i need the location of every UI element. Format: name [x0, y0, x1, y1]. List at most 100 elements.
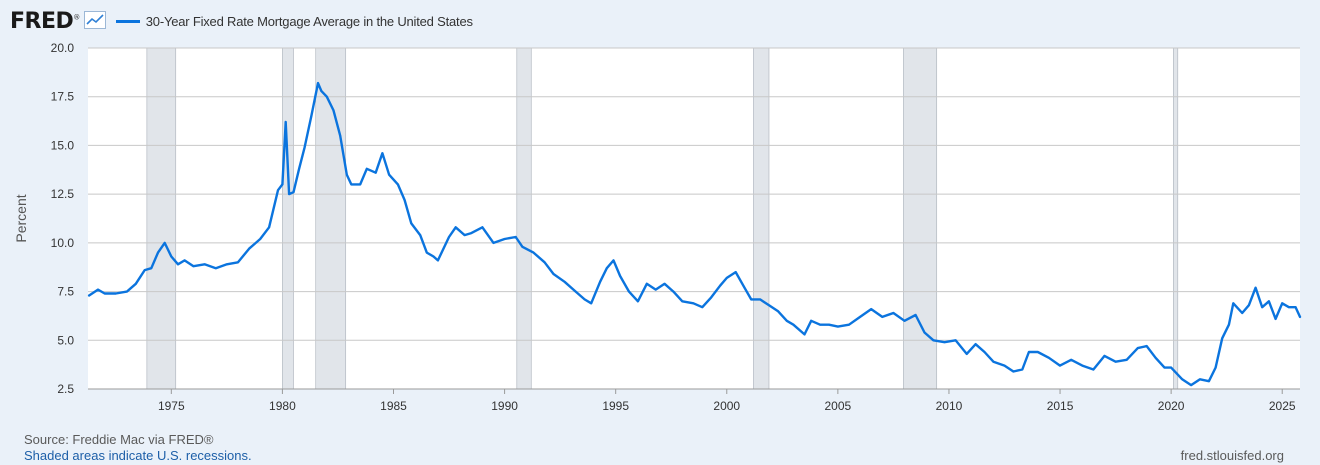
data-point: [177, 263, 179, 266]
x-tick-label: 2005: [825, 399, 852, 413]
data-point: [1208, 380, 1210, 383]
data-point: [359, 183, 362, 186]
series-group: [87, 81, 1302, 387]
data-point: [1274, 317, 1277, 320]
data-point: [628, 290, 630, 293]
data-point: [320, 89, 323, 92]
recession-band: [315, 47, 347, 390]
data-point: [1170, 366, 1173, 369]
y-tick-label: 10.0: [51, 236, 75, 250]
data-point: [288, 193, 290, 196]
x-tick-label: 2025: [1269, 399, 1296, 413]
data-point: [1181, 378, 1184, 381]
data-point: [317, 82, 319, 84]
data-point: [103, 292, 106, 295]
data-point: [776, 310, 779, 312]
recession-note-link[interactable]: Shaded areas indicate U.S. recessions.: [24, 448, 252, 463]
data-point: [619, 275, 622, 277]
data-point: [1261, 306, 1264, 309]
data-point: [923, 331, 926, 334]
data-point: [1092, 368, 1095, 371]
data-point: [903, 319, 906, 322]
data-point: [590, 302, 593, 305]
data-point: [719, 284, 722, 287]
data-point: [743, 286, 746, 289]
data-point: [125, 290, 128, 293]
fred-logo[interactable]: FRED®: [10, 9, 80, 34]
data-point: [1232, 302, 1235, 305]
data-point: [1114, 360, 1117, 363]
data-point: [1003, 364, 1006, 367]
legend[interactable]: 30-Year Fixed Rate Mortgage Average in t…: [115, 13, 473, 29]
data-point: [403, 199, 406, 201]
data-point: [914, 314, 917, 316]
data-point: [819, 323, 821, 326]
data-point: [750, 298, 753, 301]
data-point: [1028, 351, 1030, 353]
data-point: [437, 259, 439, 262]
y-axis: 2.5 5.0 7.5 10.0 12.5 15.0 17.5 20.0: [51, 41, 75, 396]
data-point: [1070, 358, 1073, 361]
data-point: [381, 152, 384, 155]
series-title: 30-Year Fixed Rate Mortgage Average in t…: [145, 13, 473, 29]
data-point: [1103, 354, 1106, 357]
data-point: [1081, 364, 1084, 367]
x-axis: 1975 1980 1985 1990 1995 2000 2005 2010 2015 2020…: [88, 388, 1300, 413]
recession-band: [1173, 47, 1179, 390]
data-point: [681, 300, 684, 303]
data-point: [663, 282, 666, 285]
plot-area: [88, 48, 1300, 389]
y-axis-title: Percent: [13, 194, 29, 242]
data-point: [192, 265, 195, 268]
data-point: [1199, 378, 1201, 381]
data-point: [374, 171, 377, 174]
data-point: [521, 245, 524, 248]
data-point: [654, 288, 657, 291]
data-point: [785, 319, 788, 322]
source-text: Source: Freddie Mac via FRED®: [24, 432, 214, 447]
data-point: [734, 271, 737, 273]
data-point: [1125, 358, 1128, 361]
data-point: [470, 232, 473, 235]
data-point: [605, 267, 608, 270]
fred-url[interactable]: fred.stlouisfed.org: [1180, 448, 1284, 463]
data-point: [150, 267, 153, 270]
chart-svg: Percent 2.5 5.0 7.5 10.0 12.5 15.0 17.5 20.0 19…: [13, 41, 1302, 413]
data-point: [792, 323, 795, 326]
data-point: [636, 300, 639, 303]
data-point: [645, 282, 648, 285]
data-point: [163, 241, 166, 244]
data-point: [432, 255, 435, 258]
data-point: [828, 323, 830, 326]
data-point: [259, 238, 262, 240]
x-tick-label: 1995: [602, 399, 629, 413]
y-tick-label: 15.0: [51, 138, 75, 152]
data-point: [1254, 286, 1257, 289]
series-line[interactable]: [87, 81, 1302, 387]
data-point: [170, 255, 173, 258]
data-point: [284, 121, 287, 123]
data-point: [97, 288, 99, 291]
data-point: [768, 304, 770, 307]
data-point: [672, 290, 675, 293]
data-point: [310, 115, 313, 118]
data-point: [1021, 368, 1024, 371]
data-point: [454, 226, 457, 229]
data-point: [583, 298, 586, 301]
data-point: [725, 277, 728, 279]
data-point: [612, 259, 615, 262]
line-graph-icon[interactable]: [83, 10, 106, 34]
y-tick-label: 20.0: [51, 41, 75, 55]
data-point: [303, 146, 306, 149]
data-point: [503, 238, 506, 240]
data-point: [419, 234, 422, 236]
data-point: [1294, 306, 1297, 309]
data-point: [701, 306, 704, 309]
data-point: [277, 189, 279, 192]
x-tick-label: 2015: [1047, 399, 1074, 413]
data-point: [965, 353, 968, 355]
data-point: [710, 296, 713, 299]
data-point: [114, 292, 117, 295]
x-tick-label: 1990: [491, 399, 518, 413]
data-point: [143, 269, 146, 272]
